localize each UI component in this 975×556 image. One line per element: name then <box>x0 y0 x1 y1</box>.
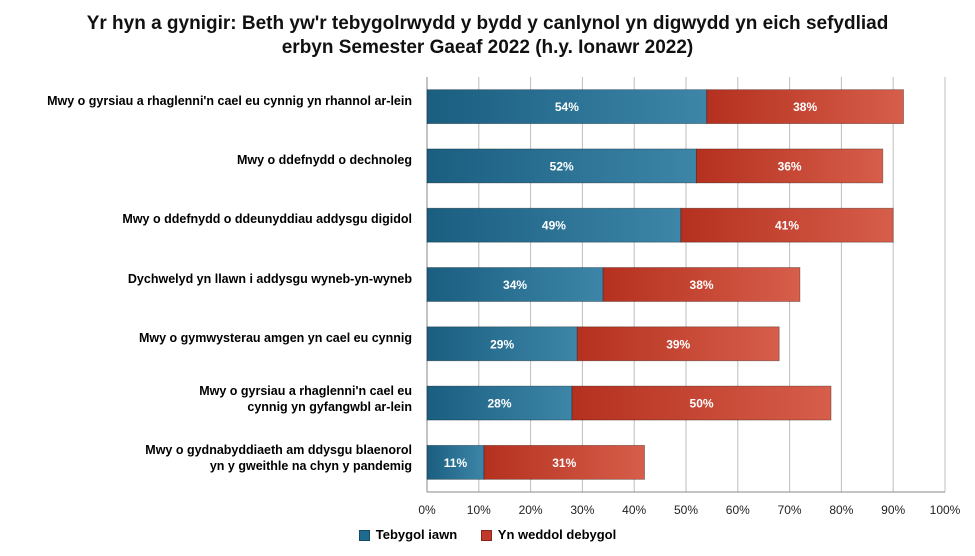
bar-segment <box>426 267 604 302</box>
bar-segment <box>426 326 578 362</box>
data-label: 38% <box>690 278 714 292</box>
data-label: 28% <box>488 397 512 411</box>
data-label: 38% <box>793 100 817 114</box>
bar-segment <box>426 89 708 125</box>
legend-item-series-2: Yn weddol debygol <box>480 527 617 542</box>
bar-segment <box>680 207 894 243</box>
chart-title-line-2: erbyn Semester Gaeaf 2022 (h.y. Ionawr 2… <box>281 37 694 58</box>
data-label: 54% <box>555 100 579 114</box>
data-label: 41% <box>775 219 799 233</box>
data-label: 36% <box>778 159 802 173</box>
legend-swatch-red <box>480 530 492 542</box>
category-label-line: Mwy o gydnabyddiaeth am ddysgu blaenorol <box>145 443 412 458</box>
bar-segment <box>602 267 801 302</box>
category-label: Mwy o gymwysterau amgen yn cael eu cynni… <box>12 330 412 346</box>
category-label: Mwy o ddefnydd o dechnoleg <box>12 152 412 168</box>
x-tick-label: 20% <box>519 503 543 517</box>
x-tick-label: 10% <box>467 503 491 517</box>
category-label-line: cynnig yn gyfangwbl ar-lein <box>247 400 412 415</box>
category-label-line: yn y gweithle na chyn y pandemig <box>209 459 412 474</box>
category-label-line: Mwy o ddefnydd o dechnoleg <box>237 152 412 167</box>
chart-title: Yr hyn a gynigir: Beth yw'r tebygolrwydd… <box>0 12 975 60</box>
data-label: 52% <box>550 159 574 173</box>
data-label: 29% <box>490 337 514 351</box>
legend: Tebygol iawn Yn weddol debygol <box>0 527 975 542</box>
bar-segment <box>426 444 485 480</box>
bar-segment <box>576 326 780 362</box>
category-label-line: Mwy o ddefnydd o ddeunyddiau addysgu dig… <box>122 212 412 227</box>
bar-segment <box>571 385 832 421</box>
x-tick-label: 100% <box>930 503 961 517</box>
bar-segment <box>426 148 697 184</box>
bar-segment <box>426 207 682 243</box>
data-label: 34% <box>503 278 527 292</box>
x-tick-label: 90% <box>881 503 905 517</box>
legend-item-series-1: Tebygol iawn <box>358 527 458 542</box>
bar-segment <box>483 444 645 480</box>
category-label: Mwy o ddefnydd o ddeunyddiau addysgu dig… <box>12 211 412 227</box>
category-label: Mwy o gydnabyddiaeth am ddysgu blaenorol… <box>12 442 412 474</box>
category-label-line: Mwy o gyrsiau a rhaglenni'n cael eu <box>199 384 412 399</box>
bar-segment <box>706 89 904 125</box>
data-label: 39% <box>666 337 690 351</box>
category-label: Mwy o gyrsiau a rhaglenni'n cael eu cynni… <box>12 383 412 415</box>
x-tick-label: 0% <box>418 503 436 517</box>
data-label: 49% <box>542 219 566 233</box>
x-tick-label: 60% <box>726 503 750 517</box>
category-label: Dychwelyd yn llawn i addysgu wyneb-yn-wy… <box>12 271 412 287</box>
x-tick-label: 30% <box>570 503 594 517</box>
chart-title-line-1: Yr hyn a gynigir: Beth yw'r tebygolrwydd… <box>86 13 889 34</box>
category-label-line: Mwy o gyrsiau a rhaglenni'n cael eu cynn… <box>47 93 412 108</box>
bar-segment <box>426 385 573 421</box>
x-tick-label: 70% <box>778 503 802 517</box>
data-label: 11% <box>444 456 468 470</box>
legend-swatch-blue <box>358 530 370 542</box>
category-label-line: Dychwelyd yn llawn i addysgu wyneb-yn-wy… <box>127 271 412 286</box>
legend-label-series-2: Yn weddol debygol <box>497 527 617 542</box>
x-tick-label: 40% <box>622 503 646 517</box>
data-label: 31% <box>552 456 576 470</box>
x-tick-label: 80% <box>829 503 853 517</box>
category-label-line: Mwy o gymwysterau amgen yn cael eu cynni… <box>138 330 412 345</box>
x-tick-label: 50% <box>674 503 698 517</box>
data-label: 50% <box>690 397 714 411</box>
bar-segment <box>695 148 884 184</box>
category-label: Mwy o gyrsiau a rhaglenni'n cael eu cynn… <box>12 93 412 109</box>
legend-label-series-1: Tebygol iawn <box>375 527 458 542</box>
